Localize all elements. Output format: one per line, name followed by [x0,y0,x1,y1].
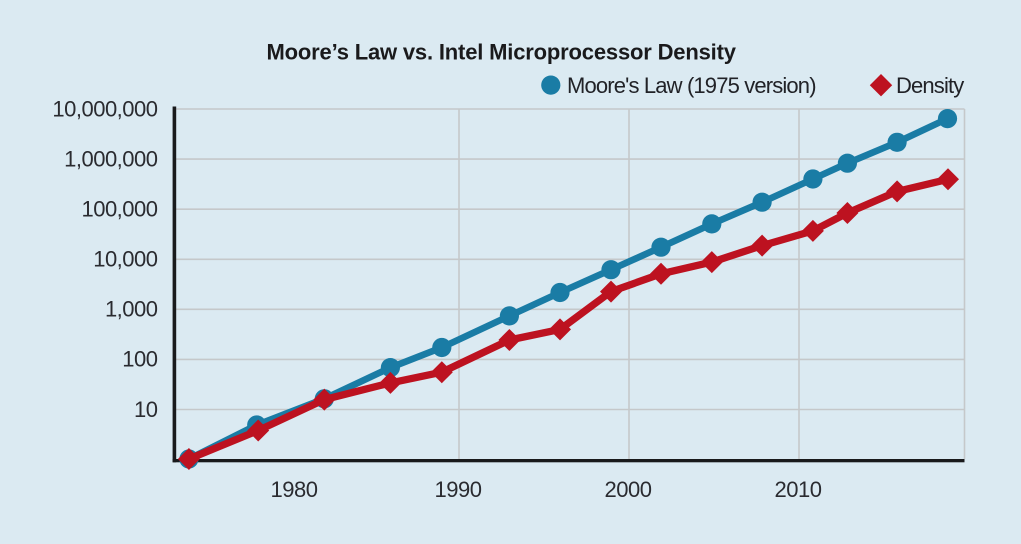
svg-text:100,000: 100,000 [81,197,157,222]
svg-text:10: 10 [134,397,158,422]
svg-text:Density: Density [896,73,964,98]
svg-text:1,000,000: 1,000,000 [64,147,158,172]
svg-text:1980: 1980 [271,477,318,502]
svg-text:1990: 1990 [435,477,482,502]
svg-text:Moore's Law (1975 version): Moore's Law (1975 version) [567,73,816,98]
svg-text:2000: 2000 [605,477,652,502]
svg-text:Moore’s Law vs. Intel Micropro: Moore’s Law vs. Intel Microprocessor Den… [267,39,737,64]
svg-text:2010: 2010 [775,477,822,502]
svg-text:1,000: 1,000 [105,297,158,322]
svg-text:10,000: 10,000 [93,247,158,272]
svg-text:10,000,000: 10,000,000 [52,96,157,121]
svg-text:100: 100 [122,347,157,372]
